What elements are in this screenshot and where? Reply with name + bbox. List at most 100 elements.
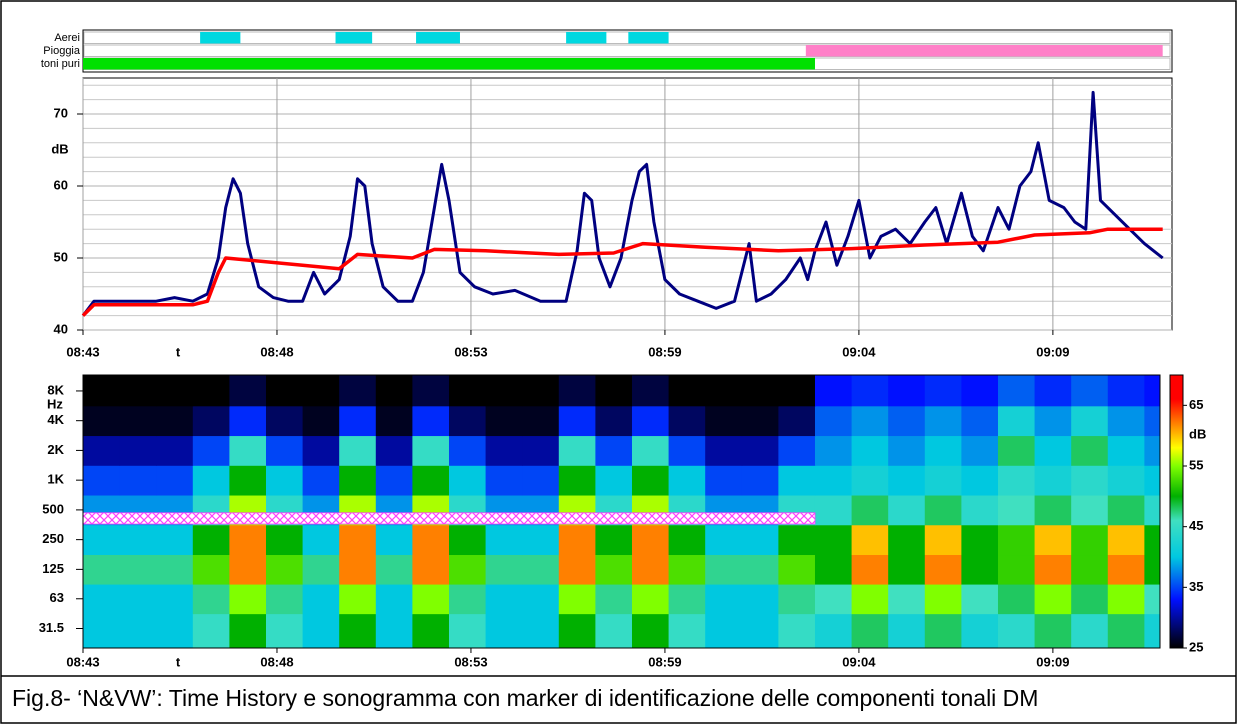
heat-cell [448,554,487,585]
heat-cell [1144,405,1160,437]
heat-cell [522,405,560,437]
heat-cell [778,524,816,556]
event-interval [200,32,241,44]
heat-cell [302,613,340,648]
heat-cell [1071,435,1109,466]
heat-cell [192,613,230,648]
y-axis-label: Hz [47,396,63,411]
heat-cell [1144,435,1160,466]
heat-cell [924,584,962,615]
heat-cell [192,465,230,496]
heat-cell [888,435,926,466]
y-tick-label: 31.5 [39,620,64,635]
heat-cell [412,613,450,648]
heat-cell [375,375,413,407]
heat-cell [924,613,962,648]
heat-cell [156,405,194,437]
heat-cell [265,465,304,496]
heat-cell [595,435,633,466]
heat-cell [192,584,230,615]
heat-cell [156,435,194,466]
heat-cell [156,613,194,648]
heat-cell [229,435,267,466]
heat-cell [888,554,926,585]
heat-cell [741,375,779,407]
heat-cell [119,584,157,615]
heat-cell [265,435,304,466]
heat-cell [83,375,121,407]
heat-cell [558,465,596,496]
x-tick-label: 08:53 [454,344,487,359]
heat-cell [814,584,853,615]
event-label: toni puri [41,58,80,70]
heat-cell [119,524,157,556]
heat-cell [631,584,670,615]
heat-cell [156,584,194,615]
heat-cell [375,613,413,648]
x-tick-label: 09:04 [842,654,876,669]
heat-cell [83,613,121,648]
heat-cell [485,405,523,437]
heat-cell [997,613,1036,648]
heat-cell [1107,375,1145,407]
heat-cell [961,554,999,585]
heat-cell [412,554,450,585]
heat-cell [631,435,670,466]
heat-cell [265,375,304,407]
heat-cell [997,554,1036,585]
heat-cell [888,584,926,615]
heat-cell [961,405,999,437]
heat-cell [888,495,926,526]
heat-cell [668,405,706,437]
x-tick-label: 09:09 [1036,344,1069,359]
heat-cell [485,554,523,585]
y-tick-label: 60 [54,177,68,192]
heat-cell [302,584,340,615]
heat-cell [522,524,560,556]
heat-cell [229,375,267,407]
heat-cell [961,435,999,466]
tonal-marker [83,512,816,525]
heat-cell [961,495,999,526]
heat-cell [339,524,377,556]
heat-cell [851,613,889,648]
heat-cell [851,375,889,407]
heat-cell [888,375,926,407]
heat-cell [119,465,157,496]
event-interval [83,58,815,70]
heat-cell [156,554,194,585]
heat-cell [1071,613,1109,648]
heat-cell [558,554,596,585]
heat-cell [375,465,413,496]
heat-cell [119,613,157,648]
heat-cell [83,524,121,556]
heat-cell [741,405,779,437]
heat-cell [814,405,853,437]
heat-cell [192,375,230,407]
heat-cell [339,435,377,466]
heat-cell [924,435,962,466]
heat-cell [1034,495,1072,526]
data-line [81,227,1163,317]
heat-cell [997,524,1036,556]
heat-cell [412,584,450,615]
data-line [81,90,1164,317]
heat-cell [705,465,743,496]
heat-cell [888,405,926,437]
heat-cell [1071,584,1109,615]
heat-cell [119,375,157,407]
colorbar-tick-label: 35 [1189,579,1203,594]
heat-cell [339,613,377,648]
heat-cell [595,405,633,437]
heat-cell [339,465,377,496]
heat-cell [851,554,889,585]
heat-cell [229,524,267,556]
colorbar [1169,374,1184,649]
heat-cell [741,524,779,556]
heat-cell [814,375,853,407]
event-interval [566,32,607,44]
heat-cell [265,554,304,585]
heat-cell [668,554,706,585]
